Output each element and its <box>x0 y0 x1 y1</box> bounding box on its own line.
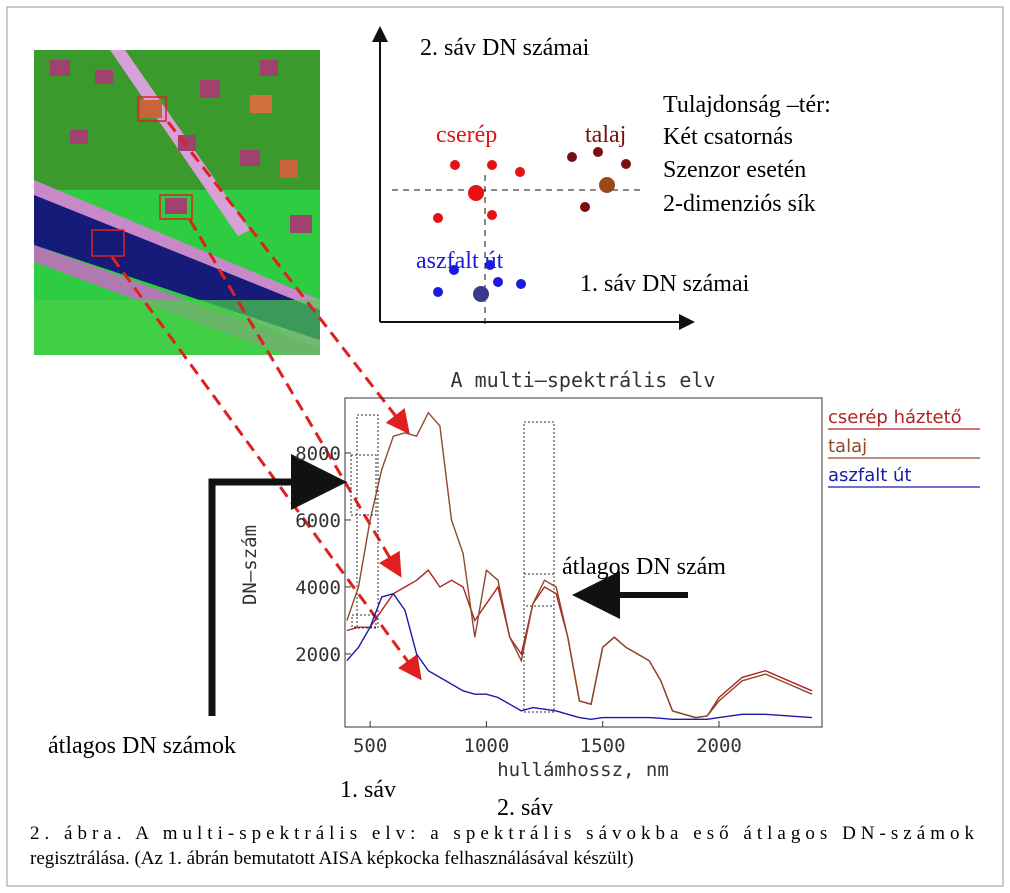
legend-label: cserép háztető <box>828 407 962 428</box>
x-tick-label: 1000 <box>464 735 510 757</box>
x-tick-label: 1500 <box>580 735 626 757</box>
feature-space: 2. sáv DN számai 1. sáv DN számai cserép… <box>372 26 831 330</box>
annotation: 2. sáv <box>497 795 553 821</box>
legend-label: talaj <box>828 436 867 457</box>
y-tick-label: 2000 <box>295 644 341 666</box>
cluster-label: aszfalt út <box>416 248 504 274</box>
axis-label: 2. sáv DN számai <box>420 35 590 61</box>
x-tick-label: 2000 <box>696 735 742 757</box>
aerial-image <box>34 50 320 355</box>
legend-label: aszfalt út <box>828 465 911 486</box>
note: Szenzor esetén <box>663 157 806 183</box>
sample-boxes <box>91 96 193 257</box>
band-windows <box>350 414 555 713</box>
cluster-points <box>433 260 526 302</box>
caption-line: regisztrálása. (Az 1. ábrán bemutatott A… <box>30 848 634 869</box>
note: 2-dimenziós sík <box>663 191 816 217</box>
cluster-label: talaj <box>585 122 626 148</box>
annotation: 1. sáv <box>340 777 396 803</box>
annotation: átlagos DN számok <box>48 733 236 759</box>
spectrum-line <box>346 411 813 719</box>
y-axis-label: DN–szám <box>239 525 261 605</box>
plot-area <box>344 397 823 728</box>
chart-title: A multi–spektrális elv <box>451 368 716 392</box>
annotation: átlagos DN szám <box>562 554 726 580</box>
cluster-points <box>433 160 525 223</box>
y-tick-label: 8000 <box>295 443 341 465</box>
caption-line: 2. ábra. A multi-spektrális elv: a spekt… <box>30 823 975 844</box>
note: Két csatornás <box>663 124 793 150</box>
y-tick-label: 4000 <box>295 577 341 599</box>
x-tick-label: 500 <box>353 735 387 757</box>
axis-label: 1. sáv DN számai <box>580 271 750 297</box>
cluster-label: cserép <box>436 122 497 148</box>
y-tick-label: 6000 <box>295 510 341 532</box>
note: Tulajdonság –tér: <box>663 92 831 118</box>
pointer-arrow <box>208 454 347 716</box>
spectrum-line <box>346 592 813 721</box>
cluster-points <box>567 147 631 212</box>
x-axis-label: hullámhossz, nm <box>497 759 669 781</box>
sample-arrows <box>110 121 422 681</box>
